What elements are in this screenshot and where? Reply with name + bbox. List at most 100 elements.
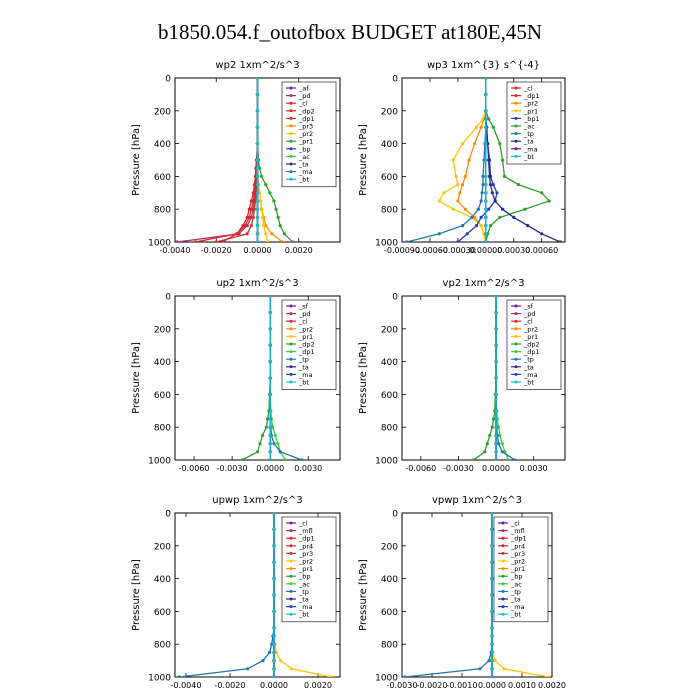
series-point [437, 232, 441, 236]
chart-title: vpwp 1xm^2/s^3 [432, 495, 522, 506]
series-point [490, 675, 494, 677]
series-point [540, 191, 544, 195]
y-tick-label: 800 [154, 424, 171, 434]
series-point [484, 78, 488, 80]
series-point [484, 183, 488, 187]
series-point [493, 659, 497, 663]
chart-title: wp3 1xm^{3} s^{-4} [427, 60, 540, 71]
series-point [283, 458, 288, 460]
y-tick-label: 200 [381, 107, 398, 117]
legend-marker [289, 574, 293, 578]
series-point [279, 659, 283, 663]
legend-label: _cl [523, 85, 533, 93]
series-point [272, 199, 276, 203]
series-point [490, 577, 494, 581]
series-point [484, 199, 488, 203]
series-point [274, 650, 278, 655]
series-point [268, 417, 272, 421]
legend-marker [514, 139, 518, 143]
series-point [460, 183, 465, 187]
legend-marker [289, 154, 293, 158]
legend-label: _tp [298, 356, 309, 364]
series-point [272, 560, 276, 564]
page-title: b1850.054.f_outofbox BUDGET at180E,45N [158, 20, 542, 44]
x-tick-label: 0.0010 [508, 681, 536, 690]
chart-panel-6: vpwp 1xm^2/s^3 Pressure [hPa] 0 200 400 600 80… [358, 495, 566, 690]
legend-marker [289, 365, 293, 369]
legend-label: _cl [298, 520, 308, 528]
chart-title: upwp 1xm^2/s^3 [212, 495, 302, 506]
legend-label: _pd [523, 310, 536, 318]
chart-title: wp2 1xm^2/s^3 [215, 60, 299, 71]
legend-label: _dp1 [510, 535, 527, 543]
x-tick-label: -0.0040 [160, 246, 191, 255]
legend-label: _pr2 [523, 325, 538, 333]
x-tick-label: -0.0010 [447, 681, 478, 690]
legend-marker [514, 109, 518, 113]
series-point [300, 458, 304, 460]
series-point [479, 215, 483, 219]
series-point [255, 125, 260, 129]
series-point [490, 650, 494, 655]
legend-marker [289, 177, 293, 181]
series-point [272, 442, 276, 446]
legend-marker [501, 551, 505, 555]
series-point [502, 174, 507, 178]
y-tick-label: 800 [381, 424, 398, 434]
legend-marker [501, 589, 505, 593]
series-point [268, 376, 272, 380]
series-point [272, 626, 276, 630]
y-tick-label: 200 [154, 107, 171, 117]
series-point [255, 142, 260, 146]
series-point [490, 560, 494, 564]
series-point [245, 232, 249, 236]
series-point [270, 232, 274, 236]
y-axis-label: Pressure [hPa] [131, 124, 142, 196]
series-point [498, 215, 502, 219]
legend-label: _dp2 [298, 341, 315, 349]
legend-label: _dp1 [523, 92, 540, 100]
legend-label: _dp2 [298, 107, 315, 115]
series-point [485, 442, 489, 446]
legend-label: _pr1 [298, 565, 313, 573]
series-point [255, 240, 260, 242]
series-point [490, 667, 494, 671]
legend-marker [514, 380, 518, 384]
legend-label: _pr1 [298, 138, 313, 146]
series-point [487, 207, 491, 211]
series-point [264, 232, 268, 236]
legend-label: _dp1 [298, 348, 315, 356]
series-point [243, 224, 247, 228]
series-point [463, 207, 467, 211]
legend-label: _pr2 [510, 558, 525, 566]
series-point [255, 224, 260, 228]
chart-title: vp2 1xm^2/s^3 [443, 278, 525, 289]
series-point [498, 142, 502, 146]
series-point [547, 199, 551, 203]
series-point [494, 343, 498, 347]
series-point [262, 224, 266, 228]
series-point [456, 199, 460, 203]
series-point [513, 458, 517, 460]
series-point [494, 442, 498, 446]
legend-label: _cl [298, 100, 308, 108]
series-point [494, 425, 498, 429]
legend-marker [514, 357, 518, 361]
series-point [251, 215, 255, 219]
series-point [494, 360, 498, 364]
series-point [494, 376, 498, 380]
legend-label: _bp1 [523, 115, 540, 123]
series-point [255, 450, 260, 454]
series-point [264, 183, 268, 187]
legend-label: _ma [298, 603, 313, 611]
series-point [403, 675, 407, 677]
legend-label: _bt [298, 379, 309, 387]
y-tick-label: 1000 [375, 674, 398, 684]
series-point [484, 224, 488, 228]
legend: _af_pd_cl_dp2_dp1_pr3_pr2_pr1_bp_ac_ta_m… [281, 81, 337, 188]
series-point [460, 224, 465, 228]
series-point [490, 626, 494, 630]
y-tick-label: 400 [381, 575, 398, 585]
x-tick-label: -0.00030 [440, 246, 476, 255]
legend-marker [289, 101, 293, 105]
